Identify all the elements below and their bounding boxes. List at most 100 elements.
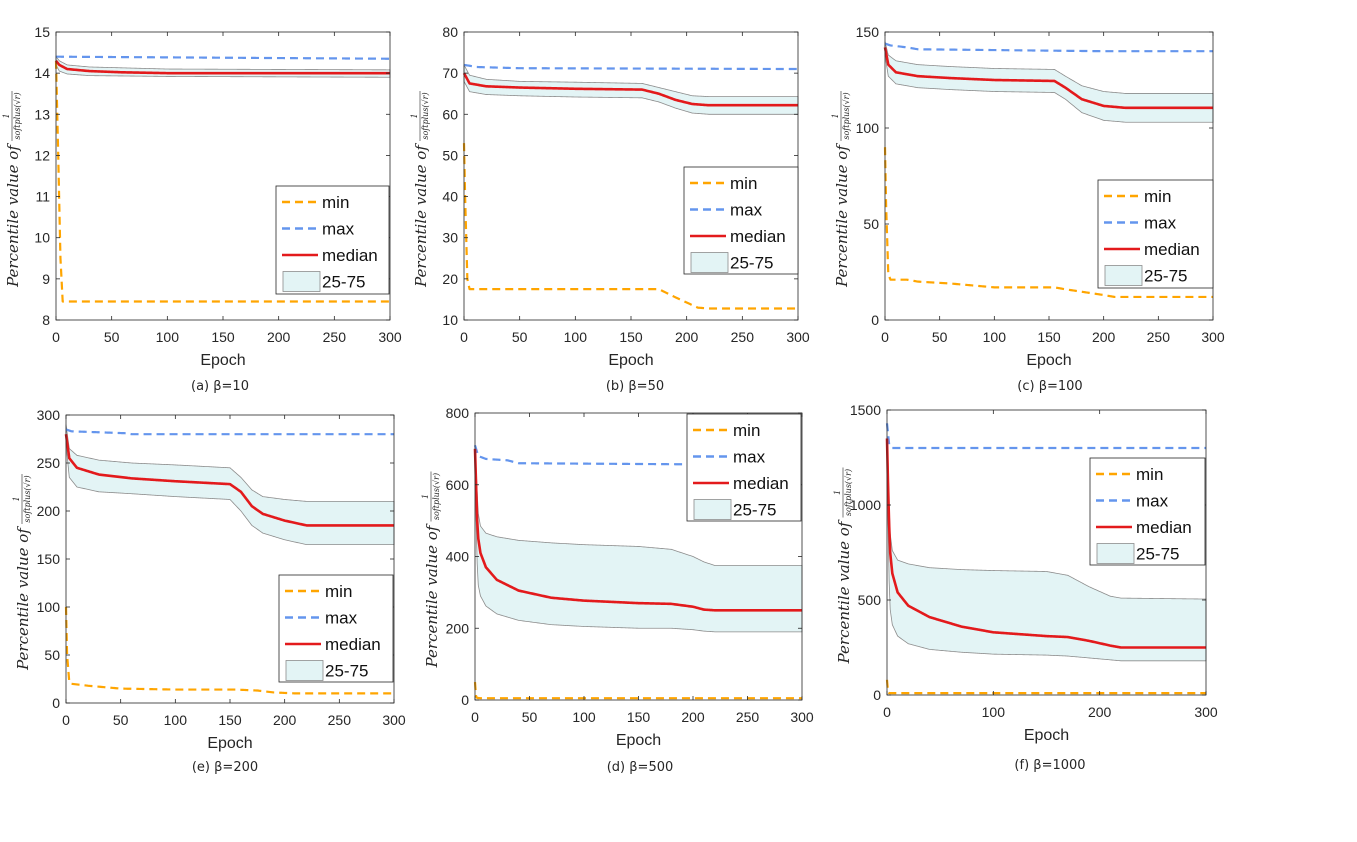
y-tick-label: 12 bbox=[34, 147, 50, 163]
y-tick-label: 14 bbox=[34, 65, 50, 81]
y-tick-label: 100 bbox=[856, 120, 880, 136]
x-tick-label: 250 bbox=[323, 329, 347, 345]
x-tick-label: 150 bbox=[218, 712, 242, 728]
legend-label-25-75: 25-75 bbox=[1144, 267, 1187, 286]
legend: min max median 25-75 bbox=[1097, 179, 1214, 289]
y-tick-label: 10 bbox=[34, 230, 50, 246]
series-min-line bbox=[885, 679, 1207, 695]
series-max-line bbox=[473, 444, 803, 467]
x-tick-label: 200 bbox=[681, 709, 705, 725]
series-min-line bbox=[462, 143, 798, 310]
legend-label-25-75: 25-75 bbox=[733, 501, 776, 520]
series-median-line bbox=[885, 438, 1207, 649]
legend-swatch-band bbox=[1104, 265, 1143, 286]
x-tick-label: 100 bbox=[982, 704, 1006, 720]
panel-caption: (d) β=500 bbox=[607, 760, 674, 775]
panel-c: 0 50 100 150 200 250 300 0 50 100 150 Epoch Percenti… bbox=[831, 24, 1225, 394]
panel-e: 0 50 100 150 200 250 300 0 50 100 150 200 250 300 Epoc… bbox=[12, 407, 406, 775]
x-tick-label: 250 bbox=[1147, 329, 1171, 345]
x-tick-label: 0 bbox=[881, 329, 889, 345]
series-max-line bbox=[885, 423, 1207, 450]
legend-label-median: median bbox=[730, 227, 786, 246]
series-median-line bbox=[883, 47, 1214, 110]
legend: min max median 25-75 bbox=[278, 574, 394, 683]
y-axis-label: Percentile value of 1 softplus(√r) bbox=[2, 91, 22, 288]
x-tick-label: 150 bbox=[619, 329, 643, 345]
y-axis-label-denominator: softplus(√r) bbox=[842, 92, 851, 139]
y-axis-label-denominator: softplus(√r) bbox=[23, 475, 32, 522]
y-tick-label: 150 bbox=[856, 24, 880, 40]
x-tick-label: 300 bbox=[790, 709, 814, 725]
legend-label-min: min bbox=[730, 174, 757, 193]
x-tick-label: 0 bbox=[52, 329, 60, 345]
panel-f: 0 100 200 300 0 500 1000 1500 Epoch Percentile va… bbox=[833, 402, 1218, 773]
panel-b: 0 50 100 150 200 250 300 10 20 30 40 50 60 70 80 Epoch P… bbox=[410, 24, 810, 394]
legend-swatch-band bbox=[282, 271, 321, 292]
y-axis-label-denominator: softplus(√r) bbox=[421, 92, 430, 139]
x-tick-label: 300 bbox=[378, 329, 402, 345]
legend-swatch-band bbox=[693, 499, 732, 520]
legend-label-min: min bbox=[1144, 187, 1171, 206]
y-tick-label: 30 bbox=[442, 230, 458, 246]
x-tick-label: 250 bbox=[736, 709, 760, 725]
x-tick-label: 50 bbox=[113, 712, 129, 728]
legend-label-25-75: 25-75 bbox=[322, 273, 365, 292]
y-tick-label: 70 bbox=[442, 65, 458, 81]
x-tick-label: 0 bbox=[62, 712, 70, 728]
legend-label-min: min bbox=[325, 582, 352, 601]
y-tick-label: 250 bbox=[37, 455, 61, 471]
x-tick-label: 300 bbox=[1201, 329, 1225, 345]
series-min-line bbox=[64, 606, 395, 695]
y-tick-label: 1000 bbox=[850, 497, 881, 513]
y-axis-label-numerator: 1 bbox=[410, 113, 419, 118]
y-axis-label-numerator: 1 bbox=[12, 496, 21, 501]
x-tick-label: 100 bbox=[572, 709, 596, 725]
legend-box bbox=[1089, 457, 1206, 566]
legend-label-25-75: 25-75 bbox=[730, 254, 773, 273]
y-axis-label-numerator: 1 bbox=[831, 113, 840, 118]
y-tick-label: 9 bbox=[42, 271, 50, 287]
y-tick-label: 13 bbox=[34, 106, 50, 122]
y-tick-label: 80 bbox=[442, 24, 458, 40]
panel-caption: (e) β=200 bbox=[192, 760, 258, 775]
x-axis-label: Epoch bbox=[1024, 727, 1069, 744]
y-tick-label: 0 bbox=[52, 695, 60, 711]
y-tick-label: 50 bbox=[44, 647, 60, 663]
x-tick-label: 300 bbox=[382, 712, 406, 728]
legend-label-median: median bbox=[1136, 518, 1192, 537]
y-tick-label: 0 bbox=[871, 312, 879, 328]
y-tick-label: 60 bbox=[442, 106, 458, 122]
y-tick-label: 600 bbox=[446, 477, 470, 493]
legend-label-max: max bbox=[733, 448, 766, 467]
y-axis-label-denominator: softplus(√r) bbox=[13, 92, 22, 139]
y-tick-label: 300 bbox=[37, 407, 61, 423]
y-tick-label: 400 bbox=[446, 549, 470, 565]
series-min-line bbox=[54, 60, 390, 303]
x-tick-label: 50 bbox=[522, 709, 538, 725]
y-axis-label-numerator: 1 bbox=[2, 113, 11, 118]
x-tick-label: 150 bbox=[1037, 329, 1061, 345]
x-tick-label: 250 bbox=[731, 329, 755, 345]
y-axis-label-text: Percentile value of bbox=[423, 523, 441, 668]
panel-d: 0 50 100 150 200 250 300 0 200 400 600 800 Epoch Perc… bbox=[421, 405, 814, 775]
x-tick-label: 150 bbox=[627, 709, 651, 725]
x-tick-label: 300 bbox=[786, 329, 810, 345]
x-tick-label: 100 bbox=[164, 712, 188, 728]
y-axis-label-text: Percentile value of bbox=[412, 143, 430, 288]
series-min-line bbox=[883, 147, 1214, 299]
x-tick-label: 200 bbox=[675, 329, 699, 345]
y-tick-label: 200 bbox=[446, 620, 470, 636]
x-tick-label: 100 bbox=[983, 329, 1007, 345]
y-tick-label: 100 bbox=[37, 599, 61, 615]
panel-caption: (a) β=10 bbox=[191, 379, 249, 394]
x-tick-label: 50 bbox=[512, 329, 528, 345]
y-tick-label: 200 bbox=[37, 503, 61, 519]
y-axis-label: Percentile value of 1 softplus(√r) bbox=[833, 467, 853, 664]
x-tick-label: 250 bbox=[328, 712, 352, 728]
y-axis-label-numerator: 1 bbox=[833, 490, 842, 495]
legend: min max median 25-75 bbox=[275, 185, 390, 295]
y-tick-label: 15 bbox=[34, 24, 50, 40]
y-tick-label: 20 bbox=[442, 271, 458, 287]
panel-caption: (f) β=1000 bbox=[1014, 758, 1085, 773]
